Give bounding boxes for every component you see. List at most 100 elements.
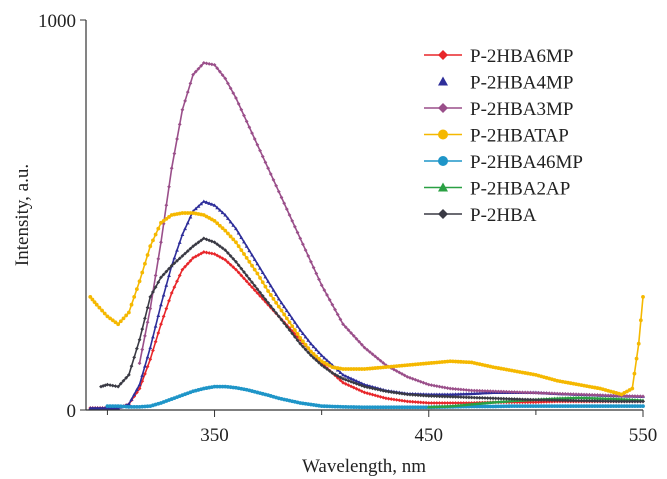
series-point [126, 373, 131, 377]
series-point [370, 352, 375, 357]
series-point [335, 404, 340, 409]
series-point [461, 387, 466, 392]
series-point [440, 392, 445, 396]
series-point [469, 391, 474, 396]
series-point [126, 404, 131, 409]
series-point [633, 399, 637, 404]
series-point [416, 400, 420, 405]
series-point [113, 320, 118, 325]
series-point [110, 383, 115, 388]
series-point [574, 392, 578, 397]
series-p-2hbatap [88, 211, 645, 397]
series-point [325, 293, 329, 297]
series-point [459, 359, 463, 364]
series-point [322, 404, 327, 409]
series-point [397, 370, 402, 375]
series-point [608, 396, 613, 401]
series-point [282, 304, 287, 309]
series-point [156, 256, 161, 261]
series-point [434, 394, 439, 399]
series-point [333, 404, 337, 409]
series-point [252, 267, 257, 272]
series-point [346, 405, 351, 409]
series-point [338, 378, 343, 383]
series-point [566, 404, 570, 408]
series-point [603, 396, 608, 401]
series-point [226, 216, 230, 220]
series-point [279, 195, 284, 200]
series-p-2hba46mp [105, 384, 645, 410]
series-point [429, 394, 434, 398]
series-point [542, 400, 546, 404]
series-point [590, 392, 595, 397]
series-point [199, 201, 204, 206]
series-point [105, 404, 110, 408]
series-point [209, 239, 214, 244]
series-point [499, 399, 503, 404]
series-point [536, 391, 541, 395]
series-point [343, 382, 348, 386]
series-point [92, 300, 97, 304]
series-point [571, 398, 576, 403]
series-point [228, 254, 233, 258]
series-point [625, 394, 629, 398]
series-point [437, 401, 442, 405]
series-point [448, 404, 453, 408]
series-point [113, 384, 118, 389]
series-point [434, 384, 439, 389]
series-point [126, 310, 131, 315]
series-point [600, 393, 605, 398]
legend-label: P-2HBA46MP [470, 152, 583, 173]
series-point [183, 99, 187, 103]
series-point [354, 367, 359, 371]
series-point [472, 391, 477, 395]
series-point [338, 404, 343, 409]
series-point [314, 354, 319, 359]
series-point [314, 271, 319, 276]
series-point [499, 404, 503, 409]
series-point [432, 394, 437, 399]
series-point [274, 183, 279, 188]
series-point [271, 296, 276, 301]
series-point [209, 202, 214, 206]
series-point [244, 273, 249, 278]
series-point [88, 406, 93, 410]
series-point [483, 404, 487, 409]
series-point [164, 203, 169, 208]
series-point [274, 292, 279, 296]
series-point [469, 388, 474, 393]
series-point [429, 383, 434, 388]
legend-label: P-2HBATAP [470, 126, 569, 147]
series-point [616, 399, 621, 404]
series-point [349, 376, 354, 381]
series-point [108, 383, 113, 388]
series-point [477, 391, 482, 395]
series-point [517, 404, 522, 408]
series-point [432, 401, 437, 405]
series-point [153, 339, 158, 344]
series-point [536, 398, 541, 402]
series-point [501, 389, 506, 394]
series-point [292, 320, 297, 324]
series-point [606, 393, 611, 398]
series-point [493, 404, 498, 409]
series-point [595, 396, 600, 400]
series-point [614, 393, 619, 398]
series-point [461, 402, 466, 407]
series-point [504, 399, 509, 403]
series-point [247, 282, 252, 287]
series-point [244, 244, 249, 248]
series-point [381, 361, 386, 365]
series-point [325, 358, 329, 362]
series-point [244, 256, 249, 260]
series-point [290, 316, 295, 320]
series-point [260, 280, 265, 285]
series-point [124, 375, 129, 380]
series-point [169, 166, 174, 171]
series-point [378, 405, 383, 410]
series-point [276, 296, 281, 301]
series-point [375, 356, 380, 361]
series-point [550, 391, 554, 396]
series-point [389, 390, 394, 394]
series-line [100, 237, 643, 403]
